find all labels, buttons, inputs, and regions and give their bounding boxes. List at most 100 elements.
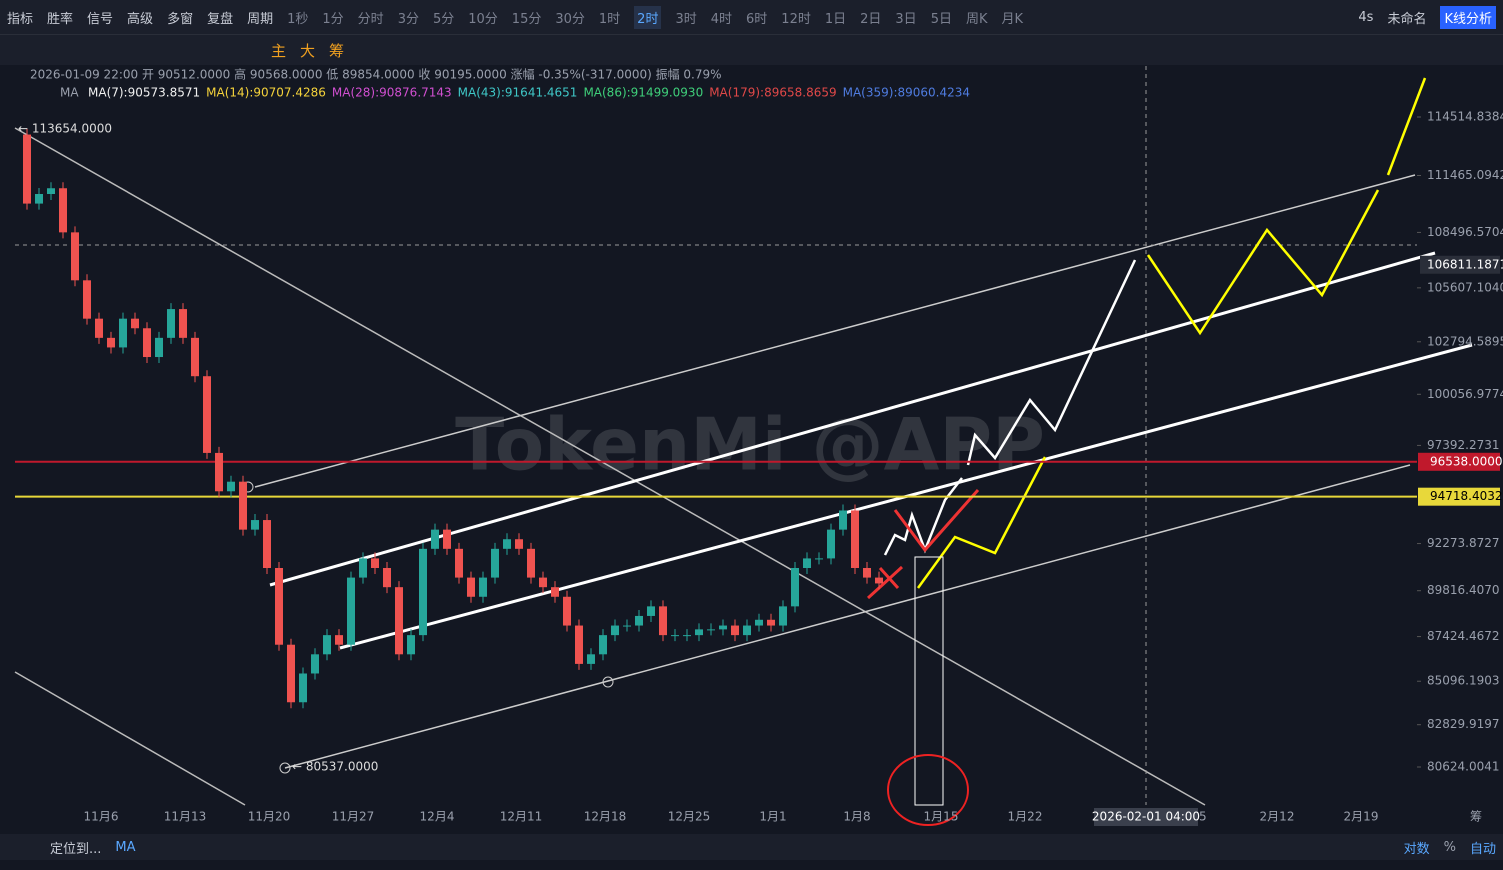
y-tick-label: 108496.5704 — [1427, 225, 1503, 239]
ma-value: MA(7):90573.8571 — [88, 86, 200, 100]
candle — [371, 558, 379, 569]
candle — [35, 194, 43, 204]
x-tick-label: 1月22 — [1008, 810, 1043, 824]
candle — [119, 318, 127, 348]
period-button[interactable]: 15分 — [511, 11, 542, 27]
candle — [407, 635, 415, 655]
period-button[interactable]: 1时 — [598, 11, 621, 27]
candle — [23, 134, 31, 204]
period-button[interactable]: 1分 — [322, 11, 344, 27]
period-button[interactable]: 2时 — [634, 5, 662, 29]
toolbar-button[interactable]: K线分析 — [1440, 5, 1496, 29]
candle — [323, 635, 331, 655]
candle — [623, 625, 631, 627]
period-button[interactable]: 周K — [965, 11, 988, 27]
y-tick-label: 89816.4070 — [1427, 583, 1500, 597]
candle — [755, 619, 763, 626]
toolbar-button[interactable]: 高级 — [127, 11, 154, 27]
x-tick-label: 1月1 — [759, 810, 786, 824]
y-tick-label: 105607.1040 — [1427, 280, 1503, 294]
level-tag — [1418, 452, 1500, 471]
period-button[interactable]: 1秒 — [287, 11, 309, 27]
x-tick-label: 12月18 — [584, 810, 627, 824]
toolbar-button[interactable]: 未命名 — [1387, 11, 1427, 27]
candle — [803, 558, 811, 569]
period-button[interactable]: 10分 — [468, 11, 498, 27]
period-button[interactable]: 2日 — [860, 11, 882, 27]
toolbar-button[interactable]: 胜率 — [47, 11, 74, 27]
x-tick-label: 11月6 — [84, 810, 119, 824]
chart: TokenMi @APP 2026-01-09 22:00 开 90512.00… — [14, 66, 1503, 826]
toolbar: 指标 胜率 信号 高级 多窗 复盘 周期 1秒 1分 分时 3分 5分 10分 15分 30分 1时 2时 3时 4… — [0, 0, 1503, 34]
period-button[interactable]: 4时 — [710, 11, 733, 27]
candle — [239, 481, 247, 530]
candle — [383, 568, 391, 588]
footer-button[interactable]: 对数 — [1403, 841, 1430, 857]
toolbar-button[interactable]: 周期 — [247, 11, 274, 27]
candle — [863, 568, 871, 578]
candle — [215, 452, 223, 492]
toolbar-button[interactable]: 4s — [1358, 9, 1374, 25]
candle — [767, 619, 775, 626]
footer-button[interactable]: 自动 — [1469, 841, 1496, 857]
y-tick-label: 87424.4672 — [1427, 629, 1500, 643]
candle — [431, 529, 439, 549]
toolbar-button[interactable]: 指标 — [7, 11, 34, 27]
candle — [359, 558, 367, 578]
crosshair-time: 2026-02-01 04:00 — [1092, 810, 1200, 824]
y-tick-label: 80624.0041 — [1427, 760, 1500, 774]
period-button[interactable]: 12时 — [781, 11, 811, 27]
period-button[interactable]: 月K — [1001, 11, 1024, 27]
high-label: ← 113654.0000 — [18, 122, 112, 136]
level-label: 96538.0000 — [1430, 454, 1503, 468]
tool-button[interactable]: 大 — [300, 41, 316, 60]
period-button[interactable]: 3分 — [397, 11, 419, 27]
candle — [743, 625, 751, 636]
tool-button[interactable]: 筹 — [329, 41, 345, 60]
footer-button[interactable]: MA — [115, 839, 136, 855]
y-tick-label: 82829.9197 — [1427, 717, 1500, 731]
period-button[interactable]: 分时 — [357, 11, 384, 27]
candle — [779, 606, 787, 626]
x-tick-label: 12月4 — [420, 810, 455, 824]
ma-value: MA(359):89060.4234 — [843, 86, 970, 100]
period-button[interactable]: 5分 — [432, 11, 455, 27]
candle — [527, 548, 535, 578]
candle — [95, 318, 103, 338]
candle — [707, 629, 715, 631]
y-tick-label: 97392.2731 — [1427, 438, 1500, 452]
x-tick-label: 11月13 — [164, 810, 207, 824]
tool-button[interactable]: 主 — [271, 41, 287, 60]
toolbar-button[interactable]: 复盘 — [207, 11, 234, 27]
candle — [815, 558, 823, 560]
period-button[interactable]: 3日 — [895, 11, 917, 27]
toolbar-button[interactable]: 信号 — [87, 11, 114, 27]
x-tick-label: 1月15 — [924, 810, 959, 824]
y-tick-label: 111465.0942 — [1427, 168, 1503, 182]
footer-button[interactable]: 定位到... — [50, 841, 102, 857]
footer-button[interactable]: % — [1443, 839, 1456, 855]
x-tick-label: 1月8 — [843, 810, 870, 824]
period-button[interactable]: 1日 — [824, 11, 847, 27]
candle — [659, 606, 667, 636]
period-button[interactable]: 5日 — [930, 11, 952, 27]
period-button[interactable]: 3时 — [675, 11, 697, 27]
period-button[interactable]: 6时 — [746, 11, 768, 27]
ma-value: MA(179):89658.8659 — [709, 86, 836, 100]
candle — [611, 625, 619, 636]
candle — [335, 635, 343, 645]
crosshair-tag — [1420, 255, 1500, 274]
candle — [479, 577, 487, 597]
ma-value: MA(14):90707.4286 — [206, 86, 326, 100]
x-tick-label: 12月11 — [500, 810, 543, 824]
period-button[interactable]: 30分 — [555, 11, 585, 27]
candle — [419, 548, 427, 636]
y-tick-label: 102794.5895 — [1427, 334, 1503, 348]
candle — [875, 577, 883, 584]
toolbar-button[interactable]: 多窗 — [167, 11, 194, 27]
candle — [635, 615, 643, 626]
candle — [347, 577, 355, 645]
candle — [647, 606, 655, 616]
watermark: TokenMi @APP — [455, 403, 1045, 487]
ma-value: MA(43):91641.4651 — [458, 86, 578, 100]
